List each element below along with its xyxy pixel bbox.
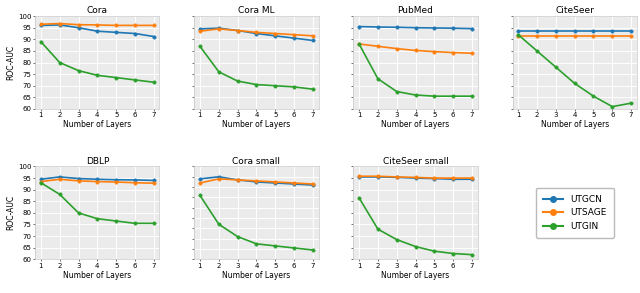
- Legend: UTGCN, UTSAGE, UTGIN: UTGCN, UTSAGE, UTGIN: [536, 188, 614, 238]
- Title: PubMed: PubMed: [397, 6, 433, 15]
- Title: DBLP: DBLP: [86, 157, 109, 166]
- Title: Cora ML: Cora ML: [238, 6, 275, 15]
- X-axis label: Number of Layers: Number of Layers: [541, 120, 609, 130]
- Title: CiteSeer: CiteSeer: [556, 6, 594, 15]
- Title: Cora: Cora: [87, 6, 108, 15]
- Title: Cora small: Cora small: [232, 157, 280, 166]
- X-axis label: Number of Layers: Number of Layers: [222, 271, 291, 280]
- Title: CiteSeer small: CiteSeer small: [383, 157, 449, 166]
- X-axis label: Number of Layers: Number of Layers: [63, 120, 131, 130]
- X-axis label: Number of Layers: Number of Layers: [222, 120, 291, 130]
- X-axis label: Number of Layers: Number of Layers: [63, 271, 131, 280]
- X-axis label: Number of Layers: Number of Layers: [381, 120, 450, 130]
- Y-axis label: ROC-AUC: ROC-AUC: [6, 195, 15, 231]
- Y-axis label: ROC-AUC: ROC-AUC: [6, 45, 15, 80]
- X-axis label: Number of Layers: Number of Layers: [381, 271, 450, 280]
